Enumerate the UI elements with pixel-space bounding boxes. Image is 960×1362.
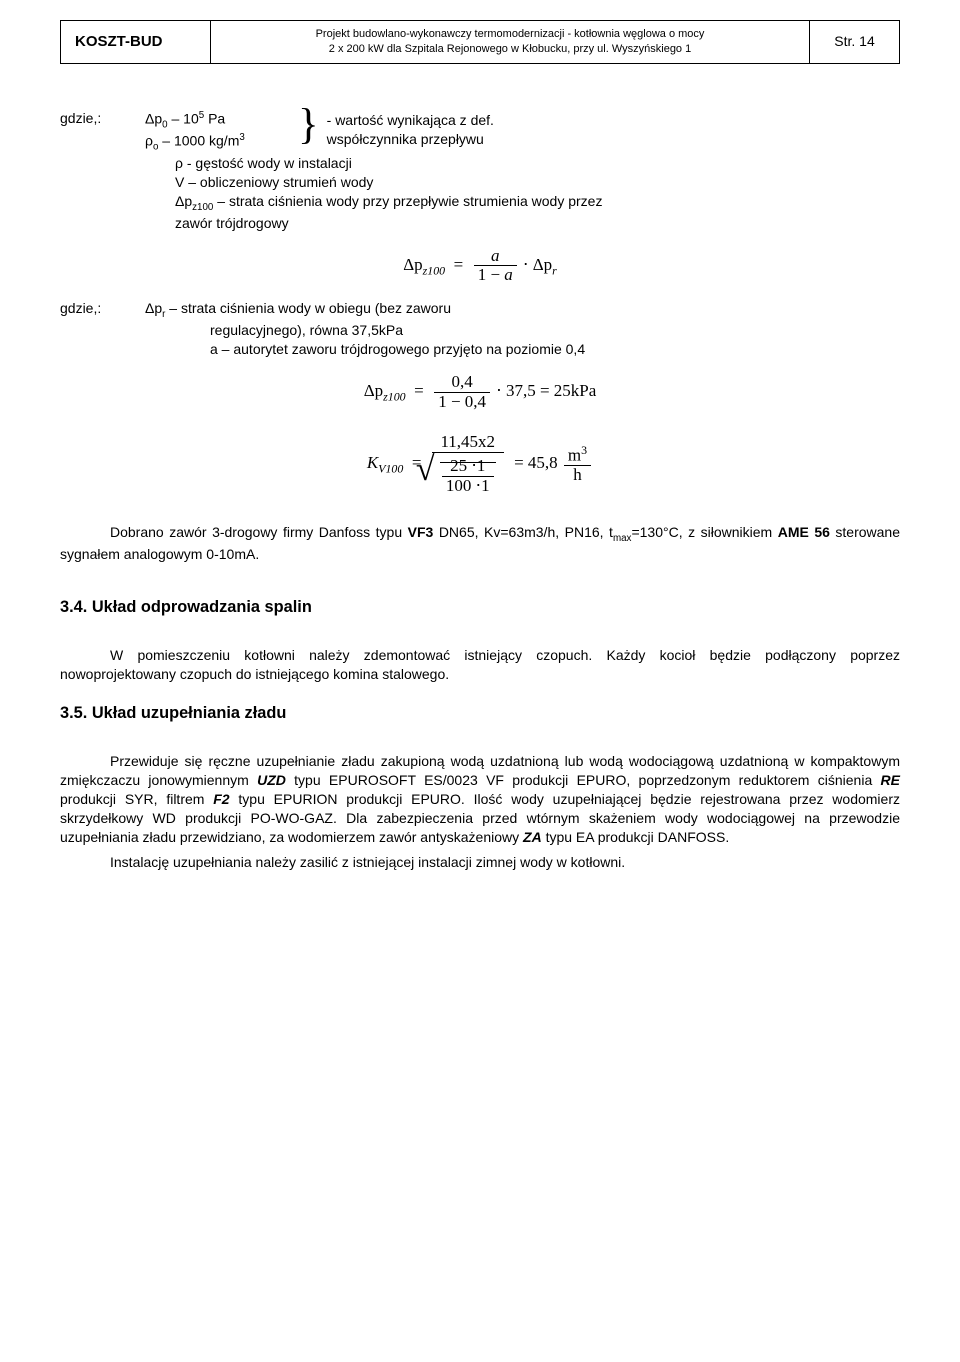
paragraph-valve-selection: Dobrano zawór 3-drogowy firmy Danfoss ty… [60,523,900,564]
equation-kv100: KV100 = 11,45x2 √ 25 ⋅1 100 ⋅1 = 45,8 m3… [60,433,900,495]
def-rho0: ρo – 1000 kg/m3 [145,131,290,154]
header-company: KOSZT-BUD [61,21,211,63]
sqrt-icon: √ [416,451,435,488]
paragraph-35b: Instalację uzupełniania należy zasilić z… [60,853,900,872]
def-dpz-cont: zawór trójdrogowy [175,214,900,233]
document-header: KOSZT-BUD Projekt budowlano-wykonawczy t… [60,20,900,64]
brace-text-2: współczynnika przepływu [327,130,494,149]
definitions-block-1: gdzie,: Δp0 – 105 Pa ρo – 1000 kg/m3 } -… [60,109,900,154]
brace-text-1: - wartość wynikająca z def. [327,111,494,130]
curly-brace-icon: } [290,111,327,139]
def-a: a – autorytet zaworu trójdrogowego przyj… [210,340,900,359]
header-page: Str. 14 [809,21,899,63]
def-dpz: Δpz100 – strata ciśnienia wody przy prze… [175,192,900,214]
header-title: Projekt budowlano-wykonawczy termomodern… [211,21,809,63]
section-heading-35: 3.5. Układ uzupełniania zładu [60,702,900,724]
def-v: V – obliczeniowy strumień wody [175,173,900,192]
section-heading-34: 3.4. Układ odprowadzania spalin [60,596,900,618]
where-label-2: gdzie,: [60,299,135,318]
brace-group: Δp0 – 105 Pa ρo – 1000 kg/m3 } - wartość… [145,109,494,154]
header-title-line2: 2 x 200 kW dla Szpitala Rejonowego w Kło… [329,43,691,55]
equation-dp-z100: Δpz100 = a 1 − a ⋅ Δpr [60,247,900,285]
paragraph-35a: Przewiduje się ręczne uzupełnianie zładu… [60,752,900,846]
paragraph-34: W pomieszczeniu kotłowni należy zdemonto… [60,646,900,684]
def-dpr-cont: regulacyjnego), równa 37,5kPa [210,321,900,340]
where-label-1: gdzie,: [60,109,135,128]
equation-dp-z100-numeric: Δpz100 = 0,4 1 − 0,4 ⋅ 37,5 = 25kPa [60,373,900,411]
def-dp0: Δp0 – 105 Pa [145,109,290,132]
def-rho: ρ - gęstość wody w instalacji [175,154,900,173]
definitions-block-2: gdzie,: Δpr – strata ciśnienia wody w ob… [60,299,900,321]
header-title-line1: Projekt budowlano-wykonawczy termomodern… [316,28,705,40]
def-dpr: Δpr – strata ciśnienia wody w obiegu (be… [145,299,451,321]
